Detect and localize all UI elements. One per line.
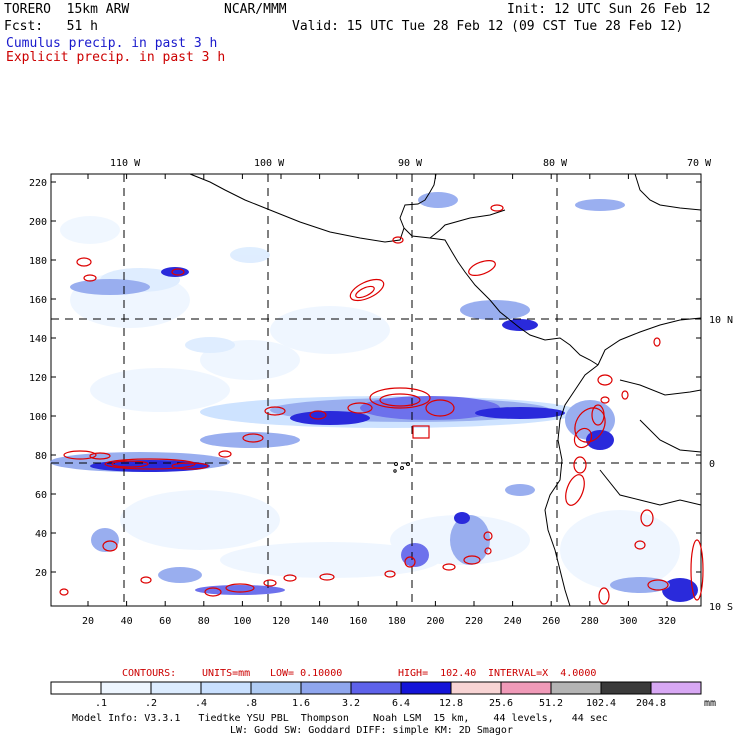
- x-tick-label: 140: [311, 616, 329, 627]
- colorbar-label: .4: [195, 698, 207, 709]
- lon-label: 110 W: [110, 158, 141, 169]
- colorbar-swatch: [650, 681, 702, 695]
- y-tick-label: 60: [35, 490, 47, 501]
- colorbar-label: 12.8: [439, 698, 463, 709]
- x-tick-label: 320: [658, 616, 676, 627]
- colorbar-swatch: [150, 681, 202, 695]
- colorbar-label: .1: [95, 698, 107, 709]
- colorbar-label: 25.6: [489, 698, 513, 709]
- colorbar-swatch: [300, 681, 352, 695]
- colorbar-swatch: [350, 681, 402, 695]
- y-tick-label: 200: [29, 217, 47, 228]
- colorbar-label: .8: [245, 698, 257, 709]
- x-tick-label: 120: [272, 616, 290, 627]
- colorbar-swatch: [400, 681, 452, 695]
- y-tick-label: 40: [35, 529, 47, 540]
- colorbar-swatch: [600, 681, 652, 695]
- colorbar: .1 .2 .4 .8 1.6 3.2 6.4 12.8 25.6 51.2 102.4 204.8 m…: [50, 681, 716, 709]
- x-tick-label: 220: [465, 616, 483, 627]
- model-physics: LW: Godd SW: Goddard DIFF: simple KM: 2D…: [230, 725, 513, 736]
- lon-label: 80 W: [543, 158, 568, 169]
- colorbar-units: mm: [704, 698, 716, 709]
- colorbar-label: 102.4: [586, 698, 616, 709]
- x-tick-label: 280: [581, 616, 599, 627]
- model-info: Model Info: V3.3.1 Tiedtke YSU PBL Thomp…: [72, 713, 608, 724]
- x-tick-label: 40: [121, 616, 133, 627]
- y-tick-label: 100: [29, 412, 47, 423]
- colorbar-label: .2: [145, 698, 157, 709]
- x-tick-label: 180: [388, 616, 406, 627]
- contour-low: LOW= 0.10000: [270, 668, 343, 679]
- lon-label: 90 W: [398, 158, 423, 169]
- colorbar-label: 1.6: [292, 698, 310, 709]
- coastlines: [189, 173, 702, 607]
- precip-shading: [50, 192, 698, 602]
- y-tick-label: 80: [35, 451, 47, 462]
- explicit-legend: Explicit precip. in past 3 h: [6, 50, 226, 65]
- explicit-contours: [59, 204, 704, 605]
- valid-time: Valid: 15 UTC Tue 28 Feb 12 (09 CST Tue …: [292, 19, 684, 34]
- colorbar-label: 6.4: [392, 698, 410, 709]
- axis-labels: 110 W 100 W 90 W 80 W 70 W 10 N 0 10 S 220 200 180…: [29, 158, 733, 627]
- graticule: [51, 174, 701, 606]
- x-tick-label: 240: [504, 616, 522, 627]
- colorbar-swatch: [200, 681, 252, 695]
- y-tick-label: 120: [29, 373, 47, 384]
- colorbar-label: 204.8: [636, 698, 666, 709]
- lat-label: 10 S: [709, 602, 733, 613]
- y-tick-label: 220: [29, 178, 47, 189]
- x-tick-label: 300: [619, 616, 637, 627]
- y-tick-label: 180: [29, 256, 47, 267]
- x-tick-label: 20: [82, 616, 94, 627]
- x-tick-label: 100: [233, 616, 251, 627]
- lon-label: 70 W: [687, 158, 712, 169]
- x-tick-label: 80: [198, 616, 210, 627]
- x-tick-label: 260: [542, 616, 560, 627]
- colorbar-swatch: [250, 681, 302, 695]
- colorbar-swatch: [500, 681, 552, 695]
- colorbar-swatch: [550, 681, 602, 695]
- x-tick-label: 200: [426, 616, 444, 627]
- contour-label: CONTOURS:: [122, 668, 177, 679]
- contour-units: UNITS=mm: [202, 668, 251, 679]
- lon-label: 100 W: [254, 158, 285, 169]
- organization: NCAR/MMM: [224, 2, 287, 17]
- contour-interval: INTERVAL=X 4.0000: [488, 668, 597, 679]
- init-time: Init: 12 UTC Sun 26 Feb 12: [507, 2, 711, 17]
- colorbar-swatch: [50, 681, 102, 695]
- colorbar-label: 51.2: [539, 698, 563, 709]
- cumulus-legend: Cumulus precip. in past 3 h: [6, 36, 218, 51]
- contour-high: HIGH= 102.40: [398, 668, 477, 679]
- x-tick-label: 160: [349, 616, 367, 627]
- colorbar-swatch: [100, 681, 152, 695]
- lat-label: 0: [709, 459, 715, 470]
- model-name: TORERO 15km ARW: [4, 2, 130, 17]
- colorbar-swatch: [450, 681, 502, 695]
- x-tick-label: 60: [159, 616, 171, 627]
- y-tick-label: 20: [35, 568, 47, 579]
- y-tick-label: 140: [29, 334, 47, 345]
- colorbar-label: 3.2: [342, 698, 360, 709]
- forecast-hour: Fcst: 51 h: [4, 19, 98, 34]
- lat-label: 10 N: [709, 315, 733, 326]
- y-tick-label: 160: [29, 295, 47, 306]
